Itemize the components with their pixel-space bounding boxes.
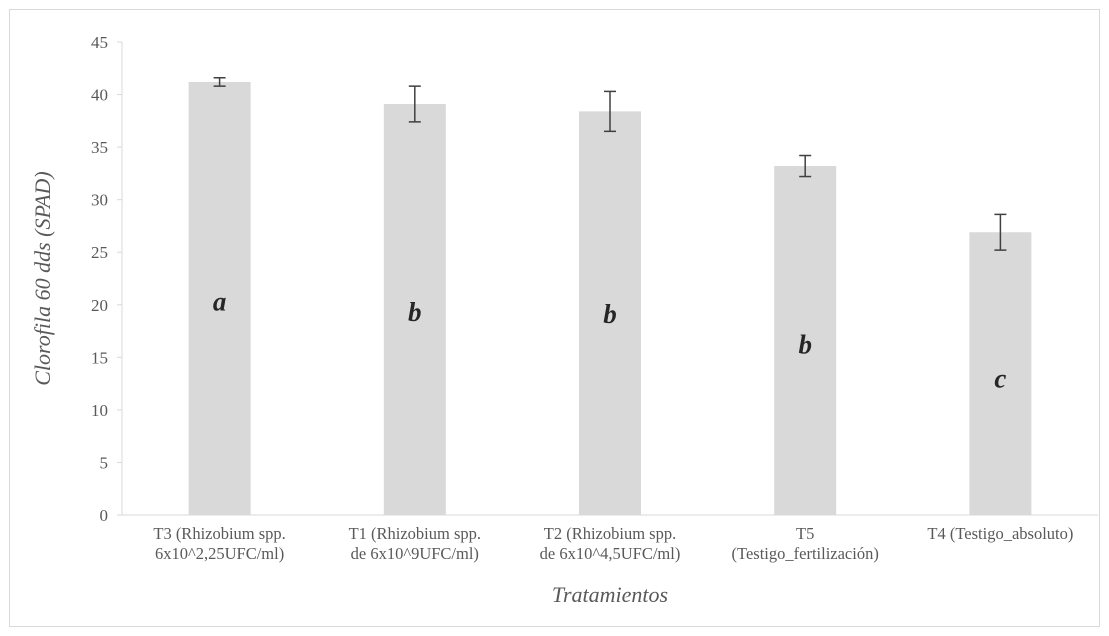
significance-letter: b xyxy=(408,297,422,327)
significance-letter: c xyxy=(994,363,1006,393)
y-tick-label: 15 xyxy=(91,348,108,367)
y-tick-label: 10 xyxy=(91,401,108,420)
y-tick-label: 25 xyxy=(91,243,108,262)
x-tick-label: T1 (Rhizobium spp. de 6x10^9UFC/ml) xyxy=(349,524,481,563)
y-tick-label: 30 xyxy=(91,191,108,210)
error-bar xyxy=(799,154,812,178)
bar xyxy=(774,166,837,515)
error-bar xyxy=(213,76,226,87)
bar xyxy=(969,232,1032,516)
significance-letter: b xyxy=(603,299,617,329)
x-axis-title: Tratamientos xyxy=(552,582,668,607)
bar xyxy=(188,81,251,515)
significance-letter: b xyxy=(798,330,812,360)
x-axis: T3 (Rhizobium spp. 6x10^2,25UFC/ml) T1 (Rh… xyxy=(153,524,1073,563)
y-tick-label: 20 xyxy=(91,296,108,315)
bars: a b b b c xyxy=(188,76,1032,516)
y-tick-label: 40 xyxy=(91,86,108,105)
y-tick-label: 45 xyxy=(91,33,108,52)
x-tick-label: T4 (Testigo_absoluto) xyxy=(927,524,1073,543)
error-bar xyxy=(408,85,421,123)
y-tick-label: 0 xyxy=(100,506,109,525)
y-tick-label: 35 xyxy=(91,138,108,157)
error-bar xyxy=(604,90,616,133)
x-tick-label: T3 (Rhizobium spp. 6x10^2,25UFC/ml) xyxy=(153,524,285,563)
y-tick-label: 5 xyxy=(100,453,109,472)
x-tick-label: T2 (Rhizobium spp. de 6x10^4,5UFC/ml) xyxy=(540,524,681,563)
bar xyxy=(579,111,641,515)
y-axis-title: Clorofila 60 dds (SPAD) xyxy=(30,171,55,386)
x-tick-label: T5 (Testigo_fertilización) xyxy=(732,524,879,563)
error-bar xyxy=(994,213,1007,251)
significance-letter: a xyxy=(213,287,227,317)
bar xyxy=(383,104,446,515)
bar-chart: 0 5 10 15 20 25 30 35 40 45 a b b b c T3 (Rhizobium s… xyxy=(30,33,1098,607)
y-axis: 0 5 10 15 20 25 30 35 40 45 xyxy=(91,33,122,525)
chart-frame: 0 5 10 15 20 25 30 35 40 45 a b b b c T3 (Rhizobium s… xyxy=(9,9,1100,627)
